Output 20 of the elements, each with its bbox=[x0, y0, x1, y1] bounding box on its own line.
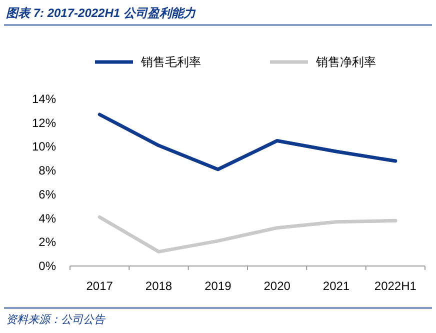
legend-label: 销售净利率 bbox=[315, 55, 376, 69]
legend-label: 销售毛利率 bbox=[140, 55, 201, 69]
y-tick-label: 4% bbox=[38, 211, 56, 226]
x-tick-label: 2019 bbox=[204, 279, 232, 293]
y-tick-label: 8% bbox=[38, 164, 56, 178]
x-tick-label: 2021 bbox=[322, 279, 350, 293]
text: 资料来源：公司公告 bbox=[6, 313, 106, 326]
y-tick-label: 10% bbox=[32, 140, 56, 154]
y-tick-label: 6% bbox=[38, 187, 56, 202]
y-tick-label: 14% bbox=[32, 92, 56, 106]
x-tick-label: 2018 bbox=[145, 279, 172, 293]
x-tick-label: 2020 bbox=[264, 279, 291, 293]
line-series bbox=[98, 112, 398, 172]
x-tick-label: 2017 bbox=[86, 279, 114, 293]
x-tick-label: 2022H1 bbox=[374, 279, 417, 293]
line-series bbox=[98, 215, 398, 254]
chart-title: 图表 7: 2017-2022H1 公司盈利能力 bbox=[6, 6, 196, 20]
y-tick-label: 12% bbox=[32, 116, 56, 130]
y-tick-label: 0% bbox=[38, 259, 56, 273]
y-tick-label: 2% bbox=[38, 235, 56, 250]
